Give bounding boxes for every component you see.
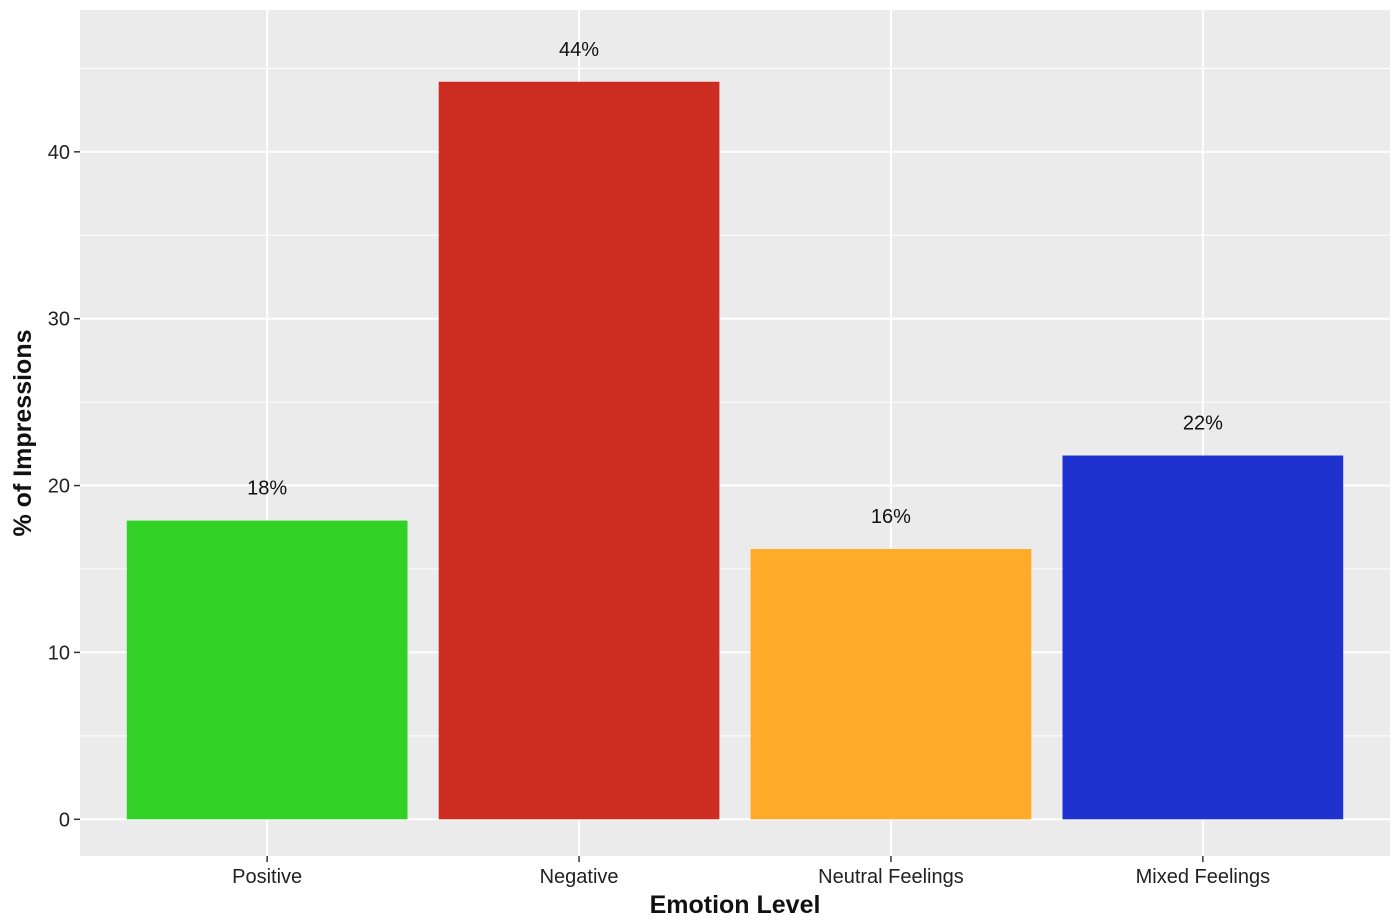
y-tick-label: 40	[48, 142, 70, 164]
data-label: 18%	[247, 478, 287, 500]
data-label: 44%	[559, 39, 599, 61]
y-tick-label: 10	[48, 642, 70, 664]
y-tick-label: 30	[48, 309, 70, 331]
data-label: 22%	[1183, 413, 1223, 435]
y-tick-label: 0	[59, 809, 70, 831]
y-axis-title: % of Impressions	[9, 330, 37, 537]
x-tick-label: Positive	[232, 866, 302, 888]
x-tick-label: Neutral Feelings	[818, 866, 964, 888]
bar-negative	[438, 81, 720, 820]
bars	[126, 81, 1344, 820]
data-labels: 18% 44% 16% 22%	[247, 39, 1223, 528]
bar-neutral-feelings	[750, 548, 1032, 820]
x-tick-label: Negative	[540, 866, 619, 888]
bar-mixed-feelings	[1062, 455, 1344, 820]
bar-positive	[126, 520, 408, 820]
x-tick-label: Mixed Feelings	[1136, 866, 1271, 888]
y-axis: 0 10 20 30 40	[48, 142, 80, 831]
y-tick-label: 20	[48, 476, 70, 498]
x-axis-title: Emotion Level	[650, 891, 821, 919]
x-axis: Positive Negative Neutral Feelings Mixed Fe…	[232, 856, 1270, 888]
data-label: 16%	[871, 506, 911, 528]
